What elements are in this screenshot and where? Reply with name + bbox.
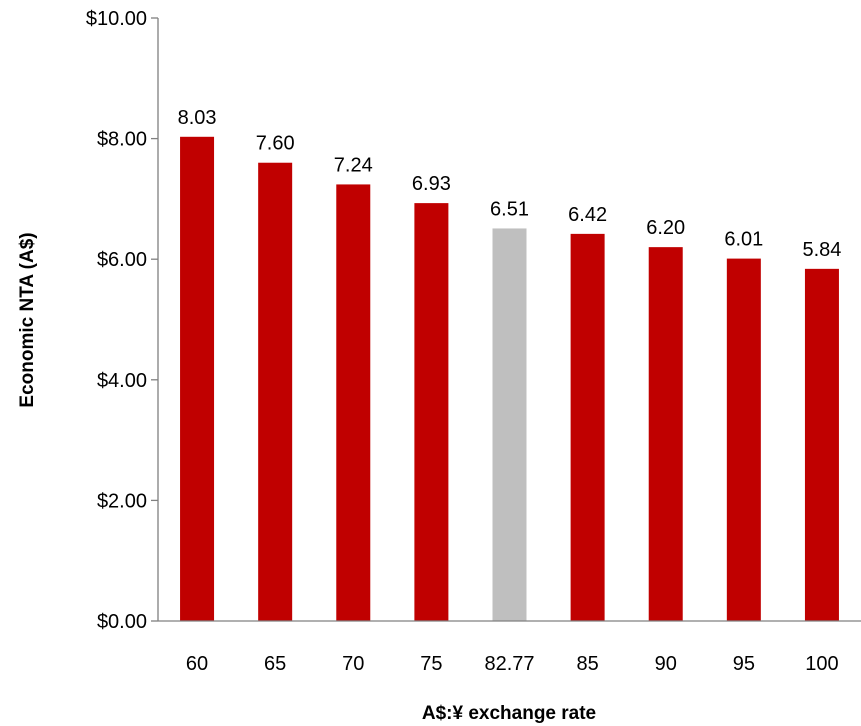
y-tick-label: $4.00	[97, 370, 147, 392]
y-tick-label: $8.00	[97, 129, 147, 151]
y-tick-label: $0.00	[97, 611, 147, 633]
bar	[648, 247, 683, 621]
bar	[804, 268, 839, 621]
data-labels: 8.03 7.60 7.24 6.93 6.51 6.42 6.20 6.01 5.84	[178, 107, 842, 261]
y-axis-title: Economic NTA (A$)	[17, 232, 38, 407]
bar-value-label: 6.01	[724, 229, 763, 251]
bar	[570, 233, 605, 621]
x-tick-label: 100	[805, 653, 838, 675]
bar	[414, 203, 449, 621]
bar-value-label: 8.03	[178, 107, 217, 129]
x-tick-label: 85	[576, 653, 598, 675]
bar	[492, 228, 527, 621]
bar-value-label: 6.93	[412, 173, 451, 195]
y-tick-label: $2.00	[97, 490, 147, 512]
x-axis-ticks: 60 65 70 75 82.77 85 90 95 100	[186, 653, 839, 675]
y-tick-label: $10.00	[86, 8, 147, 30]
x-tick-label: 70	[342, 653, 364, 675]
x-tick-label: 95	[733, 653, 755, 675]
bar-value-label: 6.42	[568, 204, 607, 226]
x-tick-label: 75	[420, 653, 442, 675]
bar	[180, 136, 215, 621]
bar	[726, 258, 761, 621]
bar	[336, 184, 371, 622]
bar-value-label: 5.84	[802, 239, 841, 261]
bar-value-label: 6.20	[646, 217, 685, 239]
bar-value-label: 6.51	[490, 198, 529, 220]
x-axis-title: A$:¥ exchange rate	[422, 703, 596, 724]
bar	[258, 162, 293, 621]
bar-value-label: 7.60	[256, 133, 295, 155]
x-tick-label: 90	[655, 653, 677, 675]
bar-value-label: 7.24	[334, 154, 373, 176]
x-tick-label: 82.77	[484, 653, 534, 675]
x-tick-label: 65	[264, 653, 286, 675]
bars	[180, 136, 839, 622]
y-tick-label: $6.00	[97, 249, 147, 271]
y-axis-ticks: $0.00 $2.00 $4.00 $6.00 $8.00 $10.00	[86, 8, 158, 633]
x-tick-label: 60	[186, 653, 208, 675]
